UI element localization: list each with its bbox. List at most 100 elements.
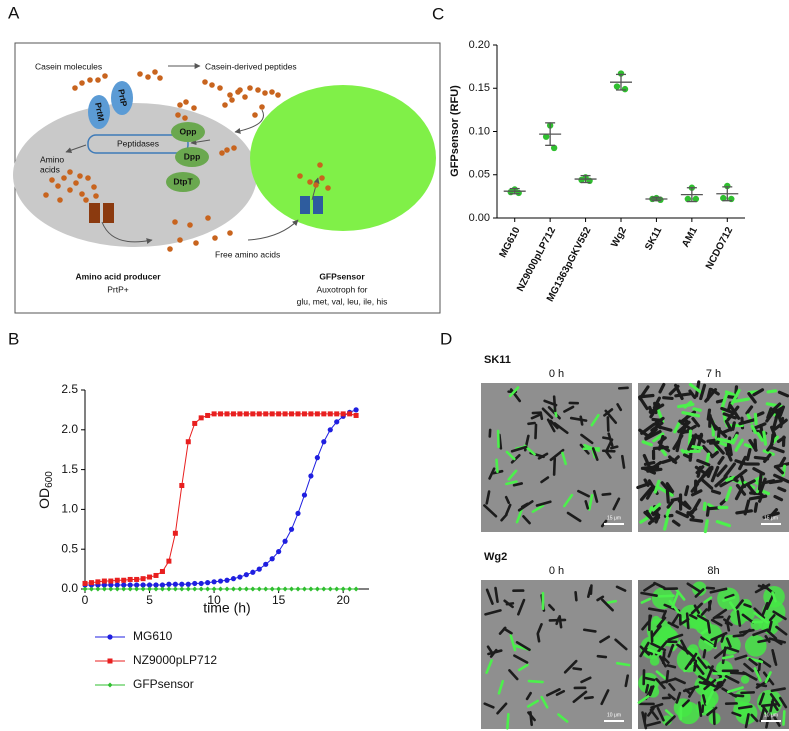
point bbox=[147, 574, 153, 580]
point bbox=[334, 419, 340, 425]
cell bbox=[495, 458, 499, 474]
point bbox=[198, 586, 204, 592]
cell bbox=[656, 706, 665, 722]
cell bbox=[705, 688, 715, 705]
arrow bbox=[65, 144, 87, 154]
legend-label: MG610 bbox=[133, 629, 173, 643]
label: DtpT bbox=[173, 176, 193, 186]
panel-label: A bbox=[8, 3, 20, 22]
cell bbox=[713, 683, 724, 692]
cell bbox=[724, 419, 733, 432]
cell bbox=[728, 443, 733, 457]
cell bbox=[641, 440, 653, 447]
cell bbox=[752, 388, 765, 397]
cell bbox=[773, 461, 789, 469]
producer-cell bbox=[13, 103, 257, 247]
point bbox=[108, 578, 114, 584]
cell bbox=[648, 685, 655, 697]
cell bbox=[759, 423, 765, 441]
point bbox=[321, 411, 327, 417]
cell bbox=[681, 699, 690, 708]
point bbox=[159, 568, 165, 574]
point bbox=[114, 582, 120, 588]
point bbox=[230, 586, 236, 592]
fluorescent-cluster bbox=[744, 635, 767, 657]
cell bbox=[652, 432, 665, 443]
cell bbox=[773, 473, 789, 484]
molecule bbox=[91, 184, 97, 190]
x-tick-label: AM1 bbox=[680, 225, 700, 249]
molecule bbox=[313, 182, 319, 188]
cell bbox=[696, 458, 711, 467]
cell bbox=[740, 691, 755, 695]
cell bbox=[660, 677, 677, 684]
point bbox=[237, 574, 243, 580]
molecule bbox=[157, 75, 163, 81]
label: Auxotroph for bbox=[316, 284, 367, 294]
cell bbox=[731, 433, 739, 445]
label: Amino bbox=[40, 154, 64, 164]
molecule bbox=[49, 177, 55, 183]
time-label: 8h bbox=[707, 565, 719, 577]
cell bbox=[651, 502, 662, 512]
cell bbox=[603, 408, 614, 417]
cell bbox=[557, 713, 569, 723]
point bbox=[340, 586, 346, 592]
cell bbox=[680, 639, 688, 652]
cell bbox=[574, 590, 578, 602]
point bbox=[340, 411, 346, 417]
cell bbox=[637, 693, 652, 704]
point bbox=[95, 586, 101, 592]
cell bbox=[644, 676, 656, 682]
cell bbox=[661, 655, 670, 664]
cell bbox=[530, 413, 541, 420]
cell bbox=[642, 466, 657, 475]
cell bbox=[527, 421, 536, 426]
point bbox=[205, 580, 211, 586]
cell bbox=[522, 515, 531, 525]
point bbox=[230, 411, 236, 417]
point bbox=[192, 580, 198, 587]
cell bbox=[753, 502, 759, 513]
cell bbox=[732, 397, 750, 404]
cell bbox=[720, 393, 728, 409]
point bbox=[224, 577, 230, 583]
molecule bbox=[212, 235, 218, 241]
point bbox=[205, 586, 211, 592]
arrow bbox=[101, 221, 153, 244]
cell bbox=[706, 465, 714, 478]
point bbox=[140, 586, 146, 592]
cell bbox=[677, 420, 691, 434]
point bbox=[159, 586, 165, 592]
molecule bbox=[317, 162, 323, 168]
cell bbox=[526, 699, 539, 708]
point bbox=[159, 582, 166, 588]
protein bbox=[88, 95, 110, 129]
cell bbox=[698, 675, 715, 686]
cell bbox=[716, 440, 730, 448]
point bbox=[211, 586, 217, 592]
cell bbox=[728, 403, 741, 420]
point bbox=[140, 576, 146, 582]
cell bbox=[640, 597, 652, 604]
cell bbox=[665, 482, 675, 494]
cell bbox=[733, 599, 744, 611]
label: Opp bbox=[180, 126, 197, 136]
molecule bbox=[172, 219, 178, 225]
cell bbox=[709, 587, 728, 594]
cell bbox=[703, 678, 717, 691]
cell bbox=[647, 648, 663, 656]
cell bbox=[782, 710, 786, 726]
point bbox=[276, 548, 282, 555]
strain-label: SK11 bbox=[484, 354, 511, 366]
cell bbox=[505, 480, 518, 486]
molecule bbox=[145, 74, 151, 80]
cell bbox=[534, 423, 538, 440]
point bbox=[276, 411, 282, 417]
cell bbox=[664, 709, 675, 718]
molecule bbox=[79, 80, 85, 86]
cell bbox=[648, 514, 659, 525]
cell bbox=[762, 430, 768, 446]
cell bbox=[706, 621, 711, 634]
cell bbox=[766, 442, 774, 452]
